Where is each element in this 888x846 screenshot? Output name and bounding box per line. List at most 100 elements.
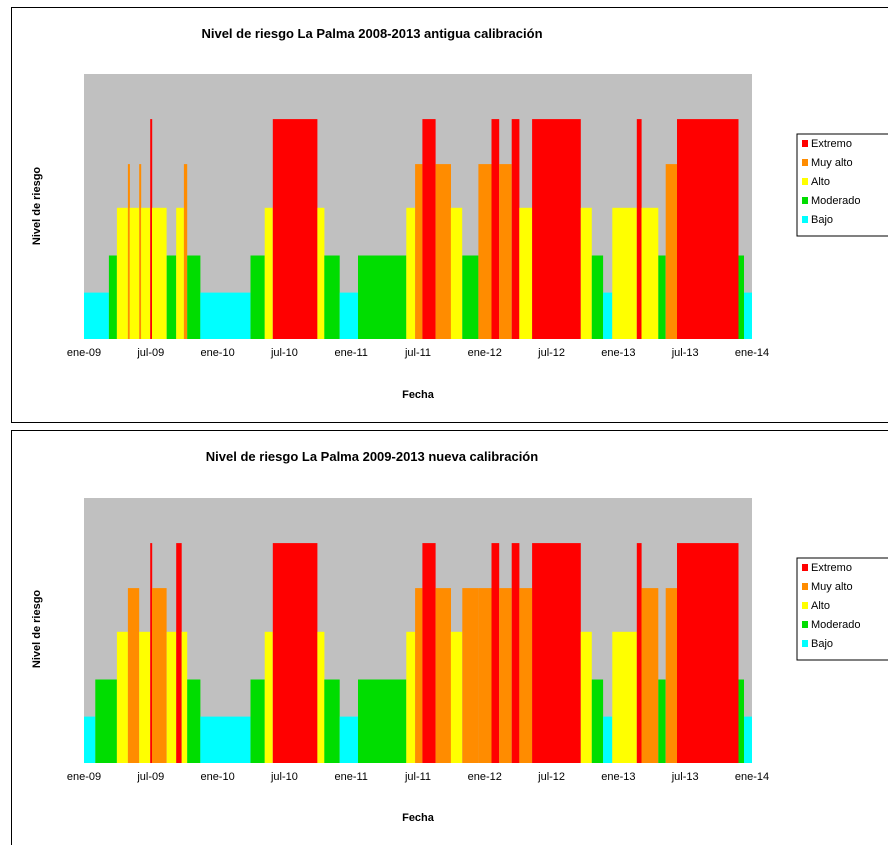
risk-bar <box>116 631 128 763</box>
risk-bar <box>744 292 752 339</box>
risk-bar <box>580 207 592 339</box>
risk-bar <box>358 255 407 339</box>
x-tick-label: ene-13 <box>601 771 635 783</box>
x-tick-label: ene-11 <box>334 771 367 783</box>
legend-swatch <box>802 140 808 147</box>
risk-bar <box>499 164 512 339</box>
y-axis-label: Nivel de riesgo <box>31 167 43 246</box>
x-axis-label: Fecha <box>402 389 435 401</box>
risk-bar <box>108 255 117 339</box>
risk-bar <box>636 119 642 339</box>
risk-bar <box>450 207 463 339</box>
legend-swatch <box>802 621 808 628</box>
risk-bar <box>591 255 604 339</box>
risk-bar <box>415 164 423 339</box>
x-tick-label: ene-10 <box>200 347 234 359</box>
legend-label: Alto <box>811 600 830 612</box>
risk-bar <box>166 631 177 763</box>
x-axis-label: Fecha <box>402 812 435 824</box>
x-tick-label: jul-13 <box>671 771 699 783</box>
x-tick-label: jul-13 <box>671 347 699 359</box>
risk-bar <box>511 119 520 339</box>
chart-svg: Nivel de riesgo La Palma 2009-2013 nueva… <box>31 449 888 824</box>
chart-panel-new-calibration: Nivel de riesgo La Palma 2009-2013 nueva… <box>11 430 888 845</box>
legend-label: Muy alto <box>811 581 853 593</box>
risk-bar <box>150 543 153 763</box>
chart-title: Nivel de riesgo La Palma 2008-2013 antig… <box>201 26 542 41</box>
risk-bar <box>744 716 752 763</box>
legend-swatch <box>802 583 808 590</box>
legend-label: Extremo <box>811 562 852 574</box>
legend: Extremo Muy alto Alto Moderado Bajo <box>796 557 888 661</box>
x-tick-label: jul-10 <box>270 771 298 783</box>
x-tick-label: ene-12 <box>468 771 502 783</box>
risk-bar <box>491 119 500 339</box>
risk-bar <box>116 207 128 339</box>
x-tick-label: jul-10 <box>270 347 298 359</box>
risk-bar <box>339 716 358 763</box>
risk-bar <box>612 207 637 339</box>
risk-bar <box>603 292 613 339</box>
bars-group <box>84 119 752 339</box>
risk-bar <box>406 631 416 763</box>
legend-swatch <box>802 197 808 204</box>
risk-bar <box>250 255 265 339</box>
risk-bar <box>450 631 463 763</box>
risk-bar <box>422 543 436 763</box>
risk-bar <box>139 164 142 339</box>
risk-bar <box>264 207 273 339</box>
x-tick-label: jul-09 <box>136 347 164 359</box>
risk-bar <box>324 255 340 339</box>
risk-bar <box>152 207 167 339</box>
legend: Extremo Muy alto Alto Moderado Bajo <box>796 133 888 237</box>
risk-bar <box>665 588 677 763</box>
risk-bar <box>580 631 592 763</box>
risk-bar <box>641 207 659 339</box>
bars-group <box>84 543 752 763</box>
risk-bar <box>84 716 96 763</box>
legend-swatch <box>802 640 808 647</box>
x-tick-label: jul-12 <box>537 347 565 359</box>
risk-bar <box>519 588 533 763</box>
chart-title: Nivel de riesgo La Palma 2009-2013 nueva… <box>206 449 538 464</box>
risk-bar <box>532 543 581 763</box>
x-tick-label: ene-14 <box>735 771 769 783</box>
risk-bar <box>641 588 659 763</box>
risk-bar <box>406 207 416 339</box>
legend-swatch <box>802 564 808 571</box>
legend-label: Moderado <box>811 619 861 631</box>
x-tick-labels: ene-09 jul-09 ene-10 jul-10 ene-11 jul-11 ene-… <box>67 347 769 359</box>
legend-label: Bajo <box>811 638 833 650</box>
risk-bar <box>511 543 520 763</box>
chart-panel-old-calibration: Nivel de riesgo La Palma 2008-2013 antig… <box>11 7 888 423</box>
x-tick-labels: ene-09 jul-09 ene-10 jul-10 ene-11 jul-11 ene-… <box>67 771 769 783</box>
risk-bar <box>187 679 201 763</box>
x-tick-label: ene-12 <box>468 347 502 359</box>
risk-bar <box>491 543 500 763</box>
risk-bar <box>84 292 109 339</box>
risk-bar <box>152 588 167 763</box>
risk-bar <box>176 543 182 763</box>
risk-bar <box>738 679 744 763</box>
x-tick-label: jul-12 <box>537 771 565 783</box>
risk-bar <box>181 631 188 763</box>
x-tick-label: ene-13 <box>601 347 635 359</box>
risk-bar <box>603 716 613 763</box>
risk-bar <box>658 679 666 763</box>
risk-bar <box>317 631 325 763</box>
risk-bar <box>658 255 666 339</box>
risk-bar <box>591 679 604 763</box>
legend-box <box>796 557 888 661</box>
legend-swatch <box>802 178 808 185</box>
risk-bar <box>519 207 533 339</box>
legend-swatch <box>802 159 808 166</box>
risk-bar <box>324 679 340 763</box>
risk-bar <box>272 543 318 763</box>
x-tick-label: jul-09 <box>136 771 164 783</box>
risk-bar <box>478 164 492 339</box>
risk-bar <box>499 588 512 763</box>
risk-bar <box>129 207 140 339</box>
risk-bar <box>95 679 117 763</box>
risk-bar <box>264 631 273 763</box>
x-tick-label: ene-09 <box>67 771 101 783</box>
